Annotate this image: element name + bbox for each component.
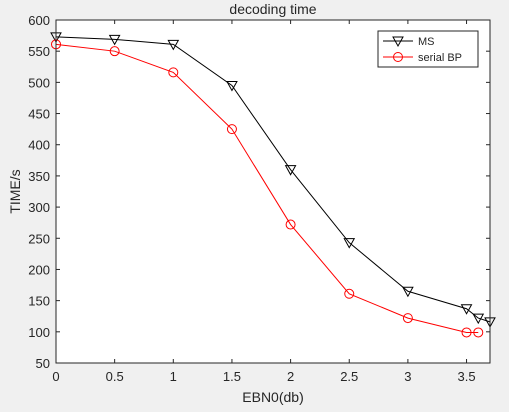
x-tick-label: 0.5 <box>106 369 124 384</box>
legend: MS serial BP <box>377 30 479 68</box>
y-tick-label: 450 <box>28 107 50 122</box>
y-tick-label: 600 <box>28 13 50 28</box>
y-tick-label: 50 <box>36 356 50 371</box>
legend-label: serial BP <box>418 52 462 64</box>
data-point <box>108 34 121 46</box>
y-tick-label: 150 <box>28 294 50 309</box>
x-tick-label: 1.5 <box>223 369 241 384</box>
x-tick-label: 0 <box>52 369 59 384</box>
plot-frame <box>55 19 491 364</box>
series-line <box>55 43 479 333</box>
legend-marker <box>392 36 404 48</box>
x-axis-label: EBN0(db) <box>242 389 303 405</box>
y-tick-label: 400 <box>28 138 50 153</box>
data-point <box>284 165 297 176</box>
y-tick-label: 300 <box>28 200 50 215</box>
y-tick-label: 100 <box>28 325 50 340</box>
y-tick-label: 250 <box>28 231 50 246</box>
data-point <box>226 124 237 135</box>
data-point <box>226 80 238 92</box>
x-tick-label: 1 <box>170 369 177 384</box>
legend-label: MS <box>418 36 435 48</box>
data-point <box>473 327 484 338</box>
data-point <box>167 39 180 51</box>
y-tick-label: 350 <box>28 169 50 184</box>
ticks-layer: 0 0.5 1 1.5 2 2.5 3 3.5 50 100 150 200 250 300 350 400 4… <box>28 13 490 384</box>
x-tick-label: 2 <box>287 369 294 384</box>
data-point <box>402 286 414 298</box>
chart-title: decoding time <box>229 1 316 17</box>
x-tick-label: 3.5 <box>458 369 476 384</box>
series-serial-bp <box>51 39 484 338</box>
data-point <box>285 219 296 230</box>
data-point <box>109 46 120 57</box>
y-tick-label: 200 <box>28 262 50 277</box>
plot-area <box>56 20 490 363</box>
series-line <box>55 36 491 323</box>
series-ms <box>50 32 496 328</box>
data-point <box>344 288 355 299</box>
y-axis-label: TIME/s <box>7 169 23 213</box>
x-tick-label: 2.5 <box>340 369 358 384</box>
data-point <box>343 238 356 249</box>
data-point <box>461 327 472 338</box>
data-point <box>472 313 485 325</box>
series-layer <box>50 32 496 338</box>
data-point <box>402 313 413 324</box>
data-point <box>168 67 179 78</box>
y-tick-label: 550 <box>28 44 50 59</box>
x-tick-label: 3 <box>404 369 411 384</box>
y-tick-label: 500 <box>28 75 50 90</box>
data-point <box>460 304 473 315</box>
legend-marker <box>393 52 403 62</box>
